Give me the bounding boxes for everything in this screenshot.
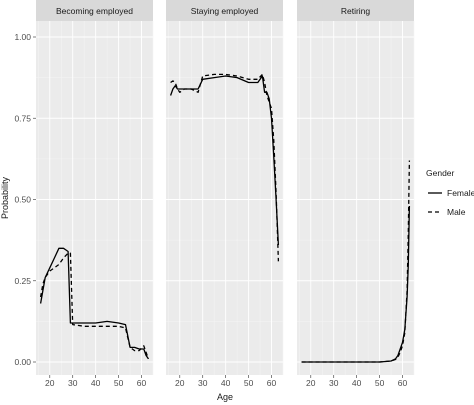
x-tick-label: 60	[398, 378, 408, 388]
y-tick-label: 0.50	[14, 195, 31, 205]
panel-background	[36, 21, 153, 375]
panel-background	[297, 21, 414, 375]
x-tick-label: 30	[68, 378, 78, 388]
y-tick-label: 1.00	[14, 32, 31, 42]
panel-background	[166, 21, 283, 375]
series-line-female	[169, 75, 280, 246]
x-tick-label: 30	[329, 378, 339, 388]
legend-title: Gender	[426, 168, 455, 178]
y-tick-label: 0.00	[14, 357, 31, 367]
facet-title: Staying employed	[191, 6, 259, 16]
series-line-male	[39, 252, 150, 360]
x-tick-label: 50	[375, 378, 385, 388]
x-axis-title: Age	[217, 392, 233, 402]
x-tick-label: 30	[198, 378, 208, 388]
facet-strip	[297, 0, 414, 21]
y-tick-label: 0.25	[14, 276, 31, 286]
facet-strip	[36, 0, 153, 21]
x-tick-label: 40	[352, 378, 362, 388]
x-tick-label: 50	[114, 378, 124, 388]
x-tick-label: 60	[137, 378, 147, 388]
legend-label-female: Female	[447, 188, 474, 198]
facet-strip	[166, 0, 283, 21]
x-tick-label: 20	[45, 378, 55, 388]
facet-title: Becoming employed	[56, 6, 133, 16]
x-tick-label: 50	[244, 378, 254, 388]
series-line-female	[39, 247, 149, 360]
y-axis-title: Probability	[0, 176, 10, 219]
x-tick-label: 60	[267, 378, 277, 388]
x-tick-label: 20	[306, 378, 316, 388]
series-line-male	[170, 73, 280, 262]
facet-title: Retiring	[341, 6, 371, 16]
x-tick-label: 20	[175, 378, 185, 388]
x-tick-label: 40	[91, 378, 101, 388]
x-tick-label: 40	[221, 378, 231, 388]
series-line-male	[301, 160, 411, 363]
y-tick-label: 0.75	[14, 113, 31, 123]
legend-label-male: Male	[447, 207, 466, 217]
